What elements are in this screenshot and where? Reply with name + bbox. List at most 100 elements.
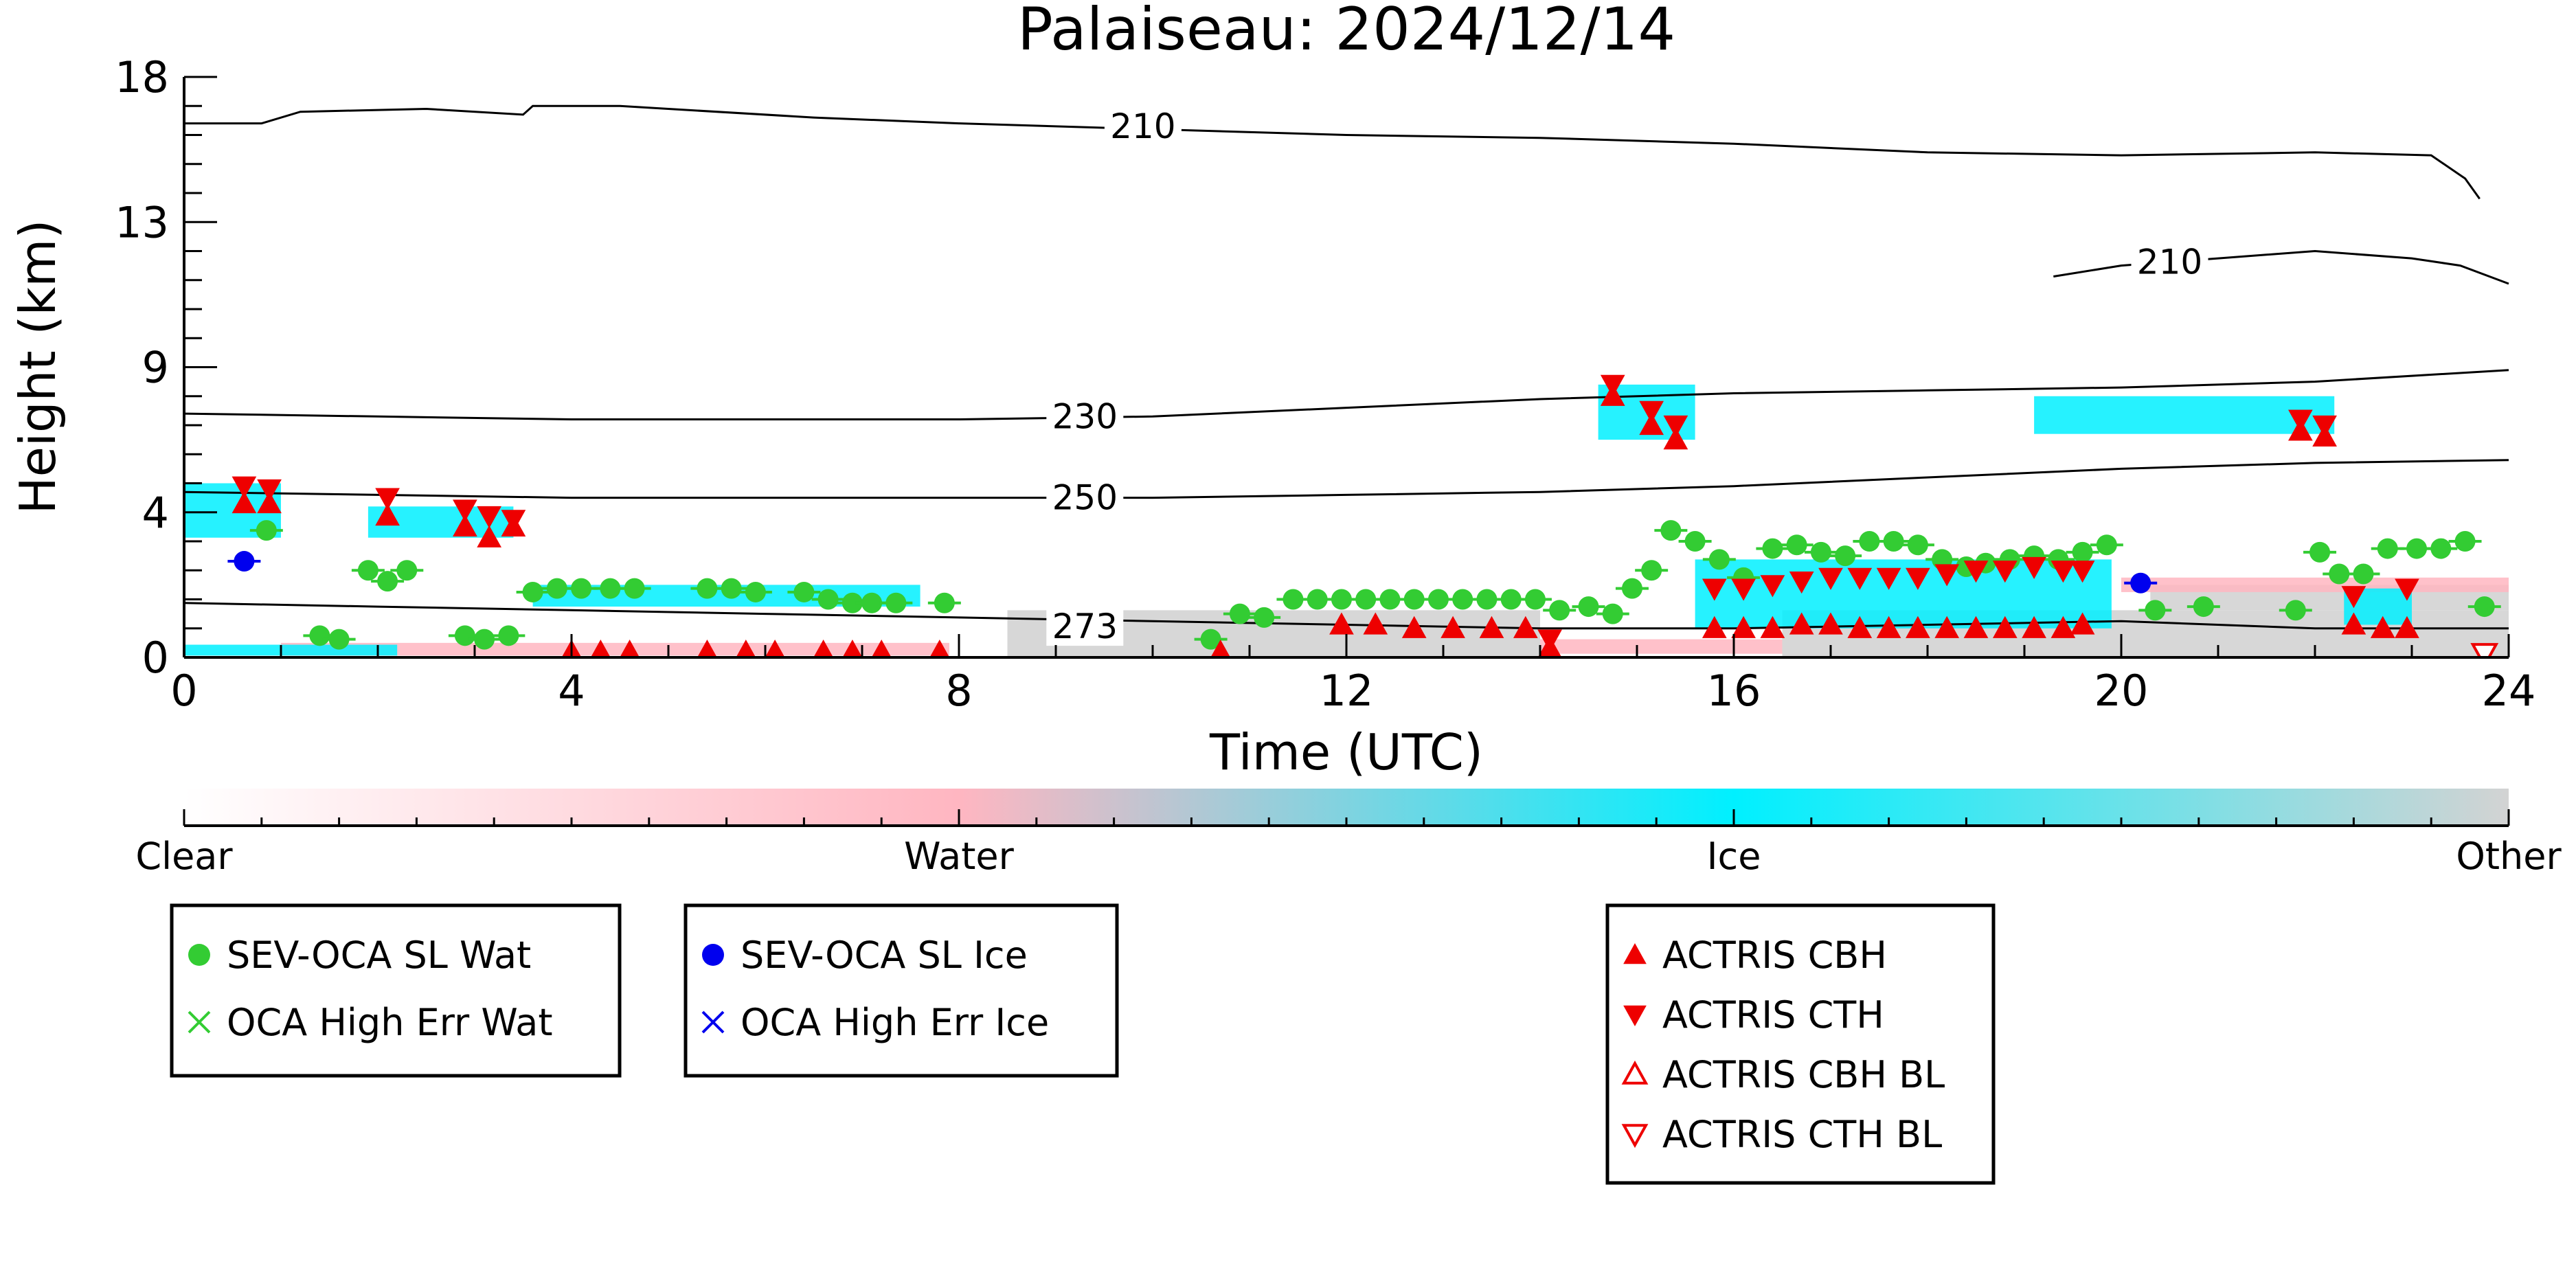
point-actris-cbh [2022,615,2046,638]
point-sev-oca-sl-wat [2406,538,2428,559]
cloud-region-water [2121,577,2509,592]
legend-label: OCA High Err Ice [741,1001,1049,1044]
point-sev-oca-sl-wat [1355,589,1377,610]
x-axis-label: Time (UTC) [1209,723,1483,781]
point-sev-oca-sl-wat [721,578,742,599]
point-sev-oca-sl-wat [1602,603,1623,624]
point-sev-oca-sl-wat [1524,589,1546,610]
point-actris-cth [477,506,501,529]
contour-line-210 [2053,249,2509,285]
point-actris-cth [257,479,282,501]
contour-label-210: 210 [1110,106,1175,146]
point-sev-oca-sl-wat [934,592,955,613]
point-sev-oca-sl-wat [1810,541,1831,563]
point-actris-cbh [1934,615,1960,638]
legend-marker [702,944,724,966]
point-actris-cbh [765,640,785,657]
point-sev-oca-sl-ice [234,551,255,572]
point-sev-oca-sl-wat [1883,531,1904,552]
chart-title: Palaiseau: 2024/12/14 [1017,0,1675,64]
cloud-region-ice [184,644,398,656]
point-sev-oca-sl-wat [498,625,519,646]
legend-label: ACTRIS CBH BL [1662,1053,1945,1096]
x-tick-label: 8 [945,666,972,716]
point-actris-cth [2395,578,2419,601]
cloud-region-water [281,642,949,656]
point-sev-oca-sl-wat [2193,596,2214,618]
point-sev-oca-sl-wat [1283,589,1304,610]
point-actris-cbh [1513,615,1538,638]
point-actris-cth [1537,629,1562,652]
colorbar-label-other: Other [2456,835,2562,878]
x-ticks: 0 4 8 12 16 20 24 [170,634,2535,716]
point-actris-cth [1663,415,1688,438]
point-actris-cth [2070,561,2095,583]
point-actris-cbh [2341,612,2366,635]
point-actris-cbh [1401,615,1427,638]
contour-label-bg [1046,396,1124,436]
point-sev-oca-sl-wat [624,578,645,599]
point-actris-cth [2022,556,2046,579]
point-actris-cth [1847,567,1873,590]
point-actris-cbh [1906,615,1930,638]
y-tick-label: 18 [115,52,169,102]
point-actris-cbh [620,640,640,657]
point-actris-cbh [1876,615,1901,638]
point-sev-oca-sl-wat [1500,589,1522,610]
point-actris-cbh [871,640,892,657]
x-tick-label: 16 [1707,666,1761,716]
point-actris-cbh [929,640,950,657]
point-sev-oca-sl-wat [328,629,350,650]
point-sev-oca-sl-wat [1452,589,1473,610]
contour-label-250: 250 [1052,478,1118,518]
point-actris-cbh [375,504,400,526]
point-sev-oca-sl-wat [1307,589,1328,610]
point-actris-cth-bl [2470,643,2499,657]
point-actris-cth [1731,578,1756,601]
point-actris-cbh [453,514,477,536]
point-sev-oca-sl-wat [1331,589,1352,610]
point-actris-cbh [736,640,756,657]
point-sev-oca-sl-wat [1403,589,1425,610]
point-sev-oca-sl-wat [1229,603,1250,624]
retrieval-markers [227,374,2501,657]
legend-marker [1621,1060,1649,1085]
contour-line-230 [183,369,2509,420]
point-sev-oca-sl-wat [2430,538,2452,559]
point-actris-cth [1876,567,1901,590]
point-sev-oca-sl-wat [697,578,718,599]
point-actris-cth [453,499,477,522]
legend-marker [1623,1005,1647,1027]
legends: SEV-OCA SL Wat OCA High Err Wat SEV-OCA SL… [170,903,1996,1185]
point-sev-oca-sl-wat [1786,534,1807,556]
point-sev-oca-sl-wat [600,578,621,599]
point-sev-oca-sl-wat [1859,531,1880,552]
point-actris-cbh [1702,615,1727,638]
point-actris-cth [231,476,257,499]
point-actris-cbh [1760,615,1785,638]
point-actris-cbh [2050,615,2076,638]
point-sev-oca-sl-wat [885,592,907,613]
point-sev-oca-sl-wat [2353,563,2374,585]
point-sev-oca-sl-wat [2145,600,2166,621]
plot-axes [183,77,2509,659]
contour-label-bg [1104,105,1182,146]
point-sev-oca-sl-wat [2377,538,2398,559]
point-actris-cth [501,510,526,532]
point-actris-cbh [1731,615,1756,638]
contour-line-210 [184,104,2481,200]
point-actris-cbh [1440,615,1465,638]
point-actris-cbh [813,640,834,657]
point-sev-oca-sl-wat [2285,600,2306,621]
point-actris-cth [375,488,400,510]
point-actris-cbh [1210,640,1231,657]
point-actris-cth [2288,409,2313,432]
x-tick-label: 4 [558,666,585,716]
point-actris-cbh [1992,615,2018,638]
cloud-region-ice [1695,559,2112,629]
x-tick-label: 24 [2482,666,2536,716]
point-sev-oca-sl-wat [1427,589,1449,610]
contour-line-250 [183,459,2509,499]
legend-marker [1623,942,1647,964]
